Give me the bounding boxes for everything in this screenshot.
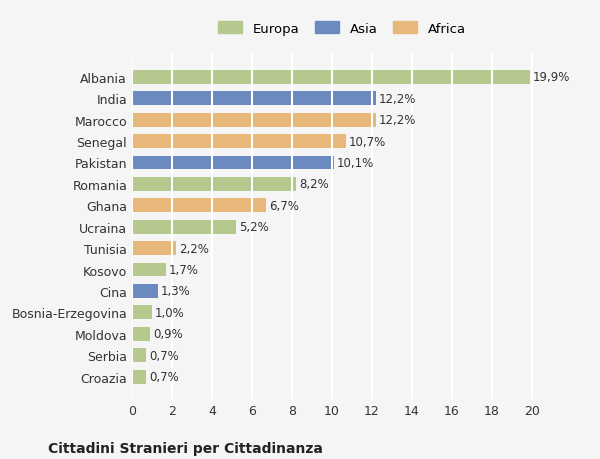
Bar xyxy=(132,263,166,277)
Text: 6,7%: 6,7% xyxy=(269,199,299,213)
Bar xyxy=(132,92,376,106)
Text: 2,2%: 2,2% xyxy=(179,242,209,255)
Bar xyxy=(132,178,296,191)
Bar xyxy=(132,156,334,170)
Bar xyxy=(132,370,146,384)
Text: 19,9%: 19,9% xyxy=(533,71,571,84)
Text: 0,9%: 0,9% xyxy=(153,328,183,341)
Bar xyxy=(132,199,266,213)
Text: 1,0%: 1,0% xyxy=(155,306,185,319)
Bar xyxy=(132,327,150,341)
Text: 1,3%: 1,3% xyxy=(161,285,191,298)
Text: Cittadini Stranieri per Cittadinanza: Cittadini Stranieri per Cittadinanza xyxy=(48,441,323,454)
Text: 0,7%: 0,7% xyxy=(149,370,179,383)
Text: 12,2%: 12,2% xyxy=(379,93,416,106)
Text: 0,7%: 0,7% xyxy=(149,349,179,362)
Bar xyxy=(132,135,346,149)
Bar xyxy=(132,306,152,319)
Text: 10,1%: 10,1% xyxy=(337,157,374,170)
Text: 10,7%: 10,7% xyxy=(349,135,386,148)
Bar xyxy=(132,113,376,127)
Bar xyxy=(132,241,176,256)
Text: 8,2%: 8,2% xyxy=(299,178,329,191)
Legend: Europa, Asia, Africa: Europa, Asia, Africa xyxy=(213,17,471,41)
Bar xyxy=(132,284,158,298)
Text: 1,7%: 1,7% xyxy=(169,263,199,276)
Text: 12,2%: 12,2% xyxy=(379,114,416,127)
Bar xyxy=(132,71,530,84)
Bar xyxy=(132,348,146,362)
Text: 5,2%: 5,2% xyxy=(239,221,269,234)
Bar xyxy=(132,220,236,234)
